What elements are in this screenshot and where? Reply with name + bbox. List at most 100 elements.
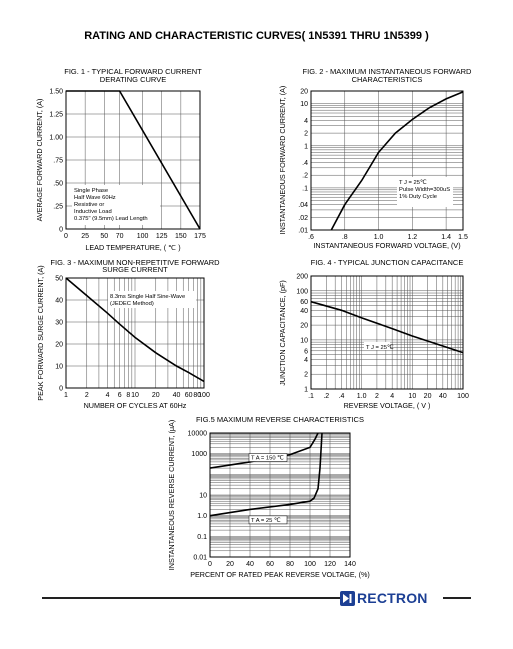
- x-tick-label: 120: [324, 561, 336, 568]
- y-tick-label: 40: [300, 308, 308, 315]
- series-line-1: [310, 300, 464, 354]
- chart-title: CHARACTERISTICS: [352, 75, 423, 84]
- y-tick-label: 1.0: [197, 513, 207, 520]
- x-tick-label: 150: [175, 233, 187, 240]
- y-tick-label: 1: [304, 387, 308, 394]
- note-text: Pulse Width=300uS: [399, 187, 450, 193]
- x-tick-label: 2: [375, 393, 379, 400]
- x-tick-label: 1: [64, 392, 68, 399]
- y-tick-label: .50: [53, 181, 63, 188]
- x-tick-label: 175: [194, 233, 206, 240]
- x-tick-label: 40: [439, 393, 447, 400]
- chart-title: FIG. 4 - TYPICAL JUNCTION CAPACITANCE: [311, 258, 464, 267]
- x-tick-label: 60: [185, 392, 193, 399]
- y-axis-label: INSTANTANEOUS FORWARD CURRENT, (A): [278, 86, 287, 235]
- note-text: T J = 25℃: [399, 180, 427, 186]
- chart-title: FIG. 3 - MAXIMUM NON-REPETITIVE FORWARD: [50, 258, 220, 267]
- note-box: [397, 177, 453, 207]
- footer-divider-left: [42, 597, 340, 599]
- x-tick-label: 100: [198, 392, 210, 399]
- x-tick-label: 4: [106, 392, 110, 399]
- note-box: [108, 291, 196, 308]
- x-tick-label: 1.5: [458, 234, 468, 241]
- x-tick-label: 8: [126, 392, 130, 399]
- y-tick-label: .04: [298, 202, 308, 209]
- note-text: (JEDEC Method): [110, 301, 154, 307]
- y-tick-label: .02: [298, 215, 308, 222]
- y-tick-label: 1000: [191, 451, 207, 458]
- x-axis-label: LEAD TEMPERATURE, ( ℃ ): [85, 243, 180, 252]
- x-tick-label: 1.2: [407, 234, 417, 241]
- y-tick-label: 100: [296, 288, 308, 295]
- y-tick-label: 10: [199, 493, 207, 500]
- chart-title: SURGE CURRENT: [102, 265, 168, 274]
- x-tick-label: 40: [246, 561, 254, 568]
- x-tick-label: 0: [208, 561, 212, 568]
- x-tick-label: 25: [81, 233, 89, 240]
- y-tick-label: .4: [302, 160, 308, 167]
- y-tick-label: 10: [300, 337, 308, 344]
- x-tick-label: 0: [64, 233, 68, 240]
- note-text: T J = 25℃: [366, 345, 394, 351]
- y-tick-label: 2: [304, 131, 308, 138]
- x-axis-label: PERCENT OF RATED PEAK REVERSE VOLTAGE, (…: [190, 570, 370, 579]
- x-tick-label: 80: [286, 561, 294, 568]
- x-tick-label: 1.4: [441, 234, 451, 241]
- series-label: T A = 25 ℃: [251, 518, 281, 524]
- x-tick-label: 20: [424, 393, 432, 400]
- plot-frame: [209, 432, 351, 558]
- x-tick-label: 2: [85, 392, 89, 399]
- x-tick-label: 4: [390, 393, 394, 400]
- x-tick-label: 100: [137, 233, 149, 240]
- y-tick-label: 10: [55, 364, 63, 371]
- x-tick-label: 40: [173, 392, 181, 399]
- x-tick-label: 10: [408, 393, 416, 400]
- note-text: Single Phase: [74, 188, 108, 194]
- x-tick-label: .6: [308, 234, 314, 241]
- brand-logo: RECTRON: [340, 589, 428, 607]
- y-tick-label: 10: [300, 101, 308, 108]
- x-tick-label: 6: [118, 392, 122, 399]
- x-axis-label: REVERSE VOLTAGE, ( V ): [344, 401, 431, 410]
- chart-title: FIG.5 MAXIMUM REVERSE CHARACTERISTICS: [196, 415, 364, 424]
- series-label-box: [248, 515, 288, 525]
- y-tick-label: 60: [300, 299, 308, 306]
- y-tick-label: 2: [304, 372, 308, 379]
- y-tick-label: 20: [55, 342, 63, 349]
- x-tick-label: .8: [342, 234, 348, 241]
- series-line-2: [209, 432, 323, 517]
- x-tick-label: 20: [226, 561, 234, 568]
- y-tick-label: 4: [304, 118, 308, 125]
- x-tick-label: .2: [323, 393, 329, 400]
- footer-divider-right: [443, 597, 471, 599]
- series-label: T A = 150 ℃: [251, 456, 284, 462]
- x-tick-label: .1: [308, 393, 314, 400]
- fig3-surge-current-chart: FIG. 3 - MAXIMUM NON-REPETITIVE FORWARDS…: [36, 258, 220, 410]
- y-tick-label: 50: [55, 276, 63, 283]
- note-text: 8.3ms Single Half Sine-Wave: [110, 294, 185, 300]
- x-tick-label: 125: [156, 233, 168, 240]
- plot-frame: [310, 90, 464, 231]
- plot-frame: [65, 90, 201, 230]
- fig5-reverse-characteristics-chart: FIG.5 MAXIMUM REVERSE CHARACTERISTICS 0 20…: [167, 415, 370, 579]
- series-line-1: [65, 277, 205, 383]
- y-tick-label: 200: [296, 274, 308, 281]
- rectron-diode-logo-icon: [340, 590, 355, 606]
- x-tick-label: 60: [266, 561, 274, 568]
- y-tick-label: 4: [304, 357, 308, 364]
- chart-title: DERATING CURVE: [100, 75, 166, 84]
- y-tick-label: 1.00: [49, 135, 63, 142]
- x-tick-label: 1.0: [357, 393, 367, 400]
- y-tick-label: 0.1: [197, 534, 207, 541]
- y-tick-label: 0: [59, 386, 63, 393]
- y-tick-label: .1: [302, 185, 308, 192]
- note-text: Inductive Load: [74, 209, 112, 215]
- series-line-1: [209, 432, 319, 469]
- x-tick-label: 140: [344, 561, 356, 568]
- y-tick-label: 0.01: [193, 555, 207, 562]
- plot-frame: [310, 275, 464, 390]
- y-tick-label: 40: [55, 298, 63, 305]
- note-box: [72, 185, 160, 225]
- series-label-box: [248, 453, 288, 462]
- note-box: [364, 342, 390, 350]
